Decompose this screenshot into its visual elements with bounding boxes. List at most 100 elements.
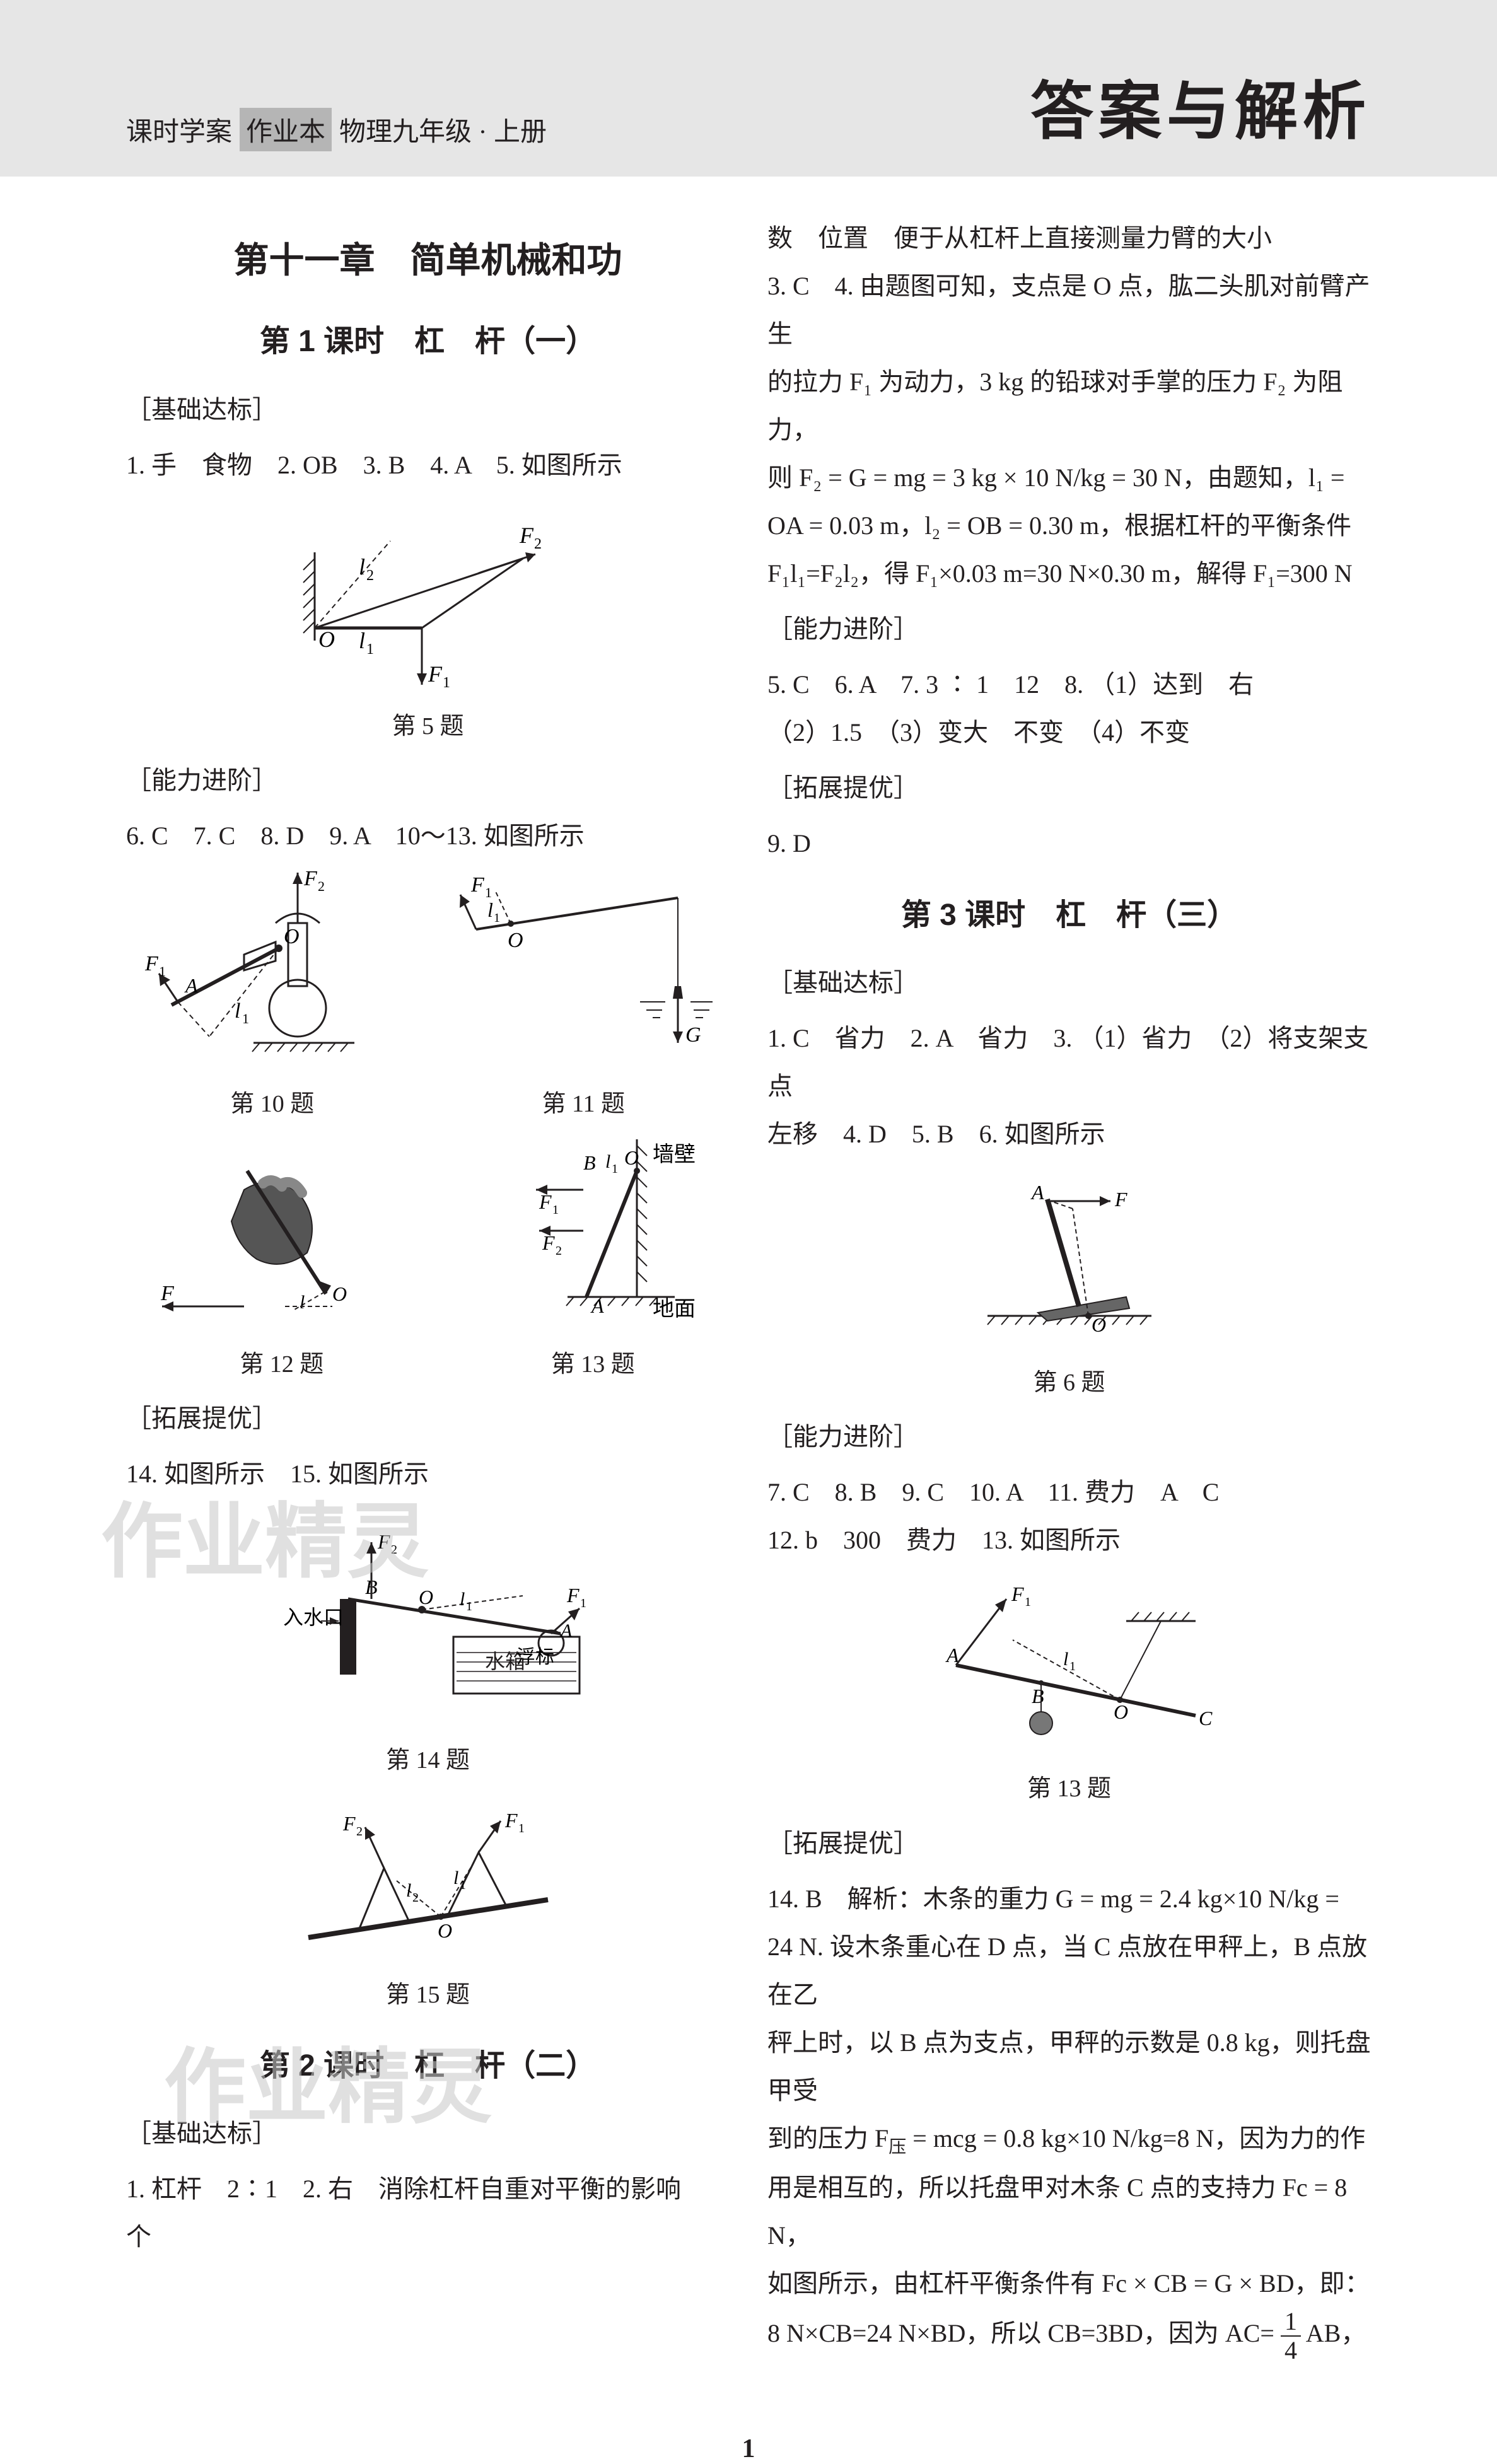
svg-text:O: O <box>624 1146 639 1169</box>
answer-text: F₁l₁=F₂l₂，得 F₁×0.03 m=30 N×0.30 m，解得 F₁=… <box>767 550 1371 598</box>
answer-line: 1. 杠杆 2∶1 2. 右 消除杠杆自重对平衡的影响 个 <box>126 2165 730 2261</box>
svg-text:2: 2 <box>412 1891 419 1905</box>
subscript: 压 <box>888 2137 906 2157</box>
answer-text: 1. C 省力 2. A 省力 3. （1）省力 （2）将支架支点 <box>767 1014 1371 1110</box>
fig12-caption: 第 12 题 <box>149 1342 414 1387</box>
section-ext-r: ［拓展提优］ <box>767 764 1371 812</box>
series-label: 课时学案 <box>126 110 232 149</box>
svg-text:l: l <box>487 898 493 921</box>
svg-text:O: O <box>284 925 300 948</box>
header-left-label: 课时学案 作业本 物理九年级 · 上册 <box>126 108 547 151</box>
fig5-caption: 第 5 题 <box>126 704 730 749</box>
svg-text:l: l <box>235 999 240 1023</box>
left-column: 第十一章 简单机械和功 第 1 课时 杠 杆（一） ［基础达标］ 1. 手 食物… <box>126 214 730 2364</box>
header-banner: 课时学案 作业本 物理九年级 · 上册 答案与解析 <box>0 0 1497 177</box>
book-label: 物理九年级 · 上册 <box>339 110 547 149</box>
figure-q13-l3: A C O B F1 l1 <box>767 1577 1371 1753</box>
section-basic-3: ［基础达标］ <box>767 959 1371 1007</box>
workbook-badge: 作业本 <box>240 108 332 151</box>
figure-q14: 水箱 入水口 O B A 浮标 F2 <box>126 1511 730 1725</box>
svg-text:2: 2 <box>391 1543 397 1557</box>
svg-text:1: 1 <box>494 911 500 925</box>
svg-text:墙壁: 墙壁 <box>653 1142 696 1166</box>
svg-text:B: B <box>583 1151 596 1174</box>
svg-text:1: 1 <box>460 1878 466 1892</box>
section-basic: ［基础达标］ <box>126 386 730 434</box>
figure-q13: 墙壁 地面 A B O <box>479 1127 706 1387</box>
svg-text:l: l <box>1063 1649 1068 1670</box>
svg-text:1: 1 <box>466 1600 472 1613</box>
svg-text:1: 1 <box>242 1011 249 1026</box>
fig6-l3-caption: 第 6 题 <box>767 1360 1371 1405</box>
svg-text:O: O <box>332 1282 347 1305</box>
page-number: 1 <box>0 2434 1497 2464</box>
svg-text:G: G <box>685 1023 701 1047</box>
answer-text: 5. C 6. A 7. 3 ∶ 1 12 8. （1）达到 右 <box>767 661 1371 709</box>
svg-text:O: O <box>1114 1700 1128 1723</box>
fig14-caption: 第 14 题 <box>126 1738 730 1783</box>
fig13-caption: 第 13 题 <box>479 1342 706 1387</box>
section-basic-2: ［基础达标］ <box>126 2110 730 2158</box>
svg-text:F: F <box>144 952 159 975</box>
svg-text:F: F <box>504 1809 518 1832</box>
svg-text:2: 2 <box>534 536 542 552</box>
answer-text: 14. B 解析：木条的重力 G = mg = 2.4 kg×10 N/kg = <box>767 1875 1371 1923</box>
fig11-caption: 第 11 题 <box>451 1081 716 1127</box>
chapter-title: 第十一章 简单机械和功 <box>126 227 730 294</box>
svg-text:1: 1 <box>518 1822 525 1835</box>
answer-line: 14. 如图所示 15. 如图所示 <box>126 1450 730 1498</box>
section-ext-3: ［拓展提优］ <box>767 1820 1371 1868</box>
svg-text:入水口: 入水口 <box>283 1606 344 1629</box>
section-up-3: ［能力进阶］ <box>767 1413 1371 1461</box>
section-up: ［能力进阶］ <box>126 757 730 805</box>
lesson1-title: 第 1 课时 杠 杆（一） <box>126 313 730 370</box>
answer-text: 到的压力 F压 = mcg = 0.8 kg×10 N/kg=8 N，因为力的作 <box>767 2115 1371 2164</box>
answer-text: 3. C 4. 由题图可知，支点是 O 点，肱二头肌对前臂产生 <box>767 262 1371 358</box>
answer-text: 到的压力 F <box>767 2124 888 2153</box>
svg-text:O: O <box>438 1919 452 1942</box>
svg-text:F: F <box>342 1812 356 1835</box>
figure-q10: O F1 A F2 l1 <box>140 860 405 1127</box>
svg-text:O: O <box>1092 1313 1106 1336</box>
svg-text:A: A <box>184 974 198 997</box>
svg-text:O: O <box>419 1586 433 1608</box>
svg-text:l: l <box>605 1151 610 1172</box>
svg-text:2: 2 <box>366 567 374 584</box>
svg-text:1: 1 <box>1069 1659 1076 1673</box>
fig10-caption: 第 10 题 <box>140 1081 405 1127</box>
svg-text:1: 1 <box>443 675 450 691</box>
figure-q15: O F2 F1 l1 l2 <box>126 1796 730 1960</box>
answer-text: 用是相互的，所以托盘甲对木条 C 点的支持力 Fc = 8 N， <box>767 2164 1371 2260</box>
figure-q11: O F1 l1 G <box>451 860 716 1127</box>
svg-text:F: F <box>566 1584 580 1607</box>
answer-text: 如图所示，由杠杆平衡条件有 Fc × CB = G × BD，即： <box>767 2260 1371 2308</box>
svg-text:C: C <box>1199 1707 1213 1729</box>
answer-text: 8 N×CB=24 N×BD，所以 CB=3BD，因为 AC= <box>767 2319 1281 2347</box>
svg-text:l: l <box>406 1880 411 1901</box>
figure-q12: O l F 第 12 题 <box>149 1146 414 1387</box>
svg-text:A: A <box>1030 1181 1044 1204</box>
answer-text: AB， <box>1306 2319 1366 2347</box>
svg-text:F: F <box>160 1282 175 1305</box>
answer-text: = mcg = 0.8 kg×10 N/kg=8 N，因为力的作 <box>906 2124 1365 2153</box>
fraction-numerator: 1 <box>1281 2308 1301 2337</box>
svg-text:2: 2 <box>556 1244 562 1258</box>
svg-text:F: F <box>470 873 485 897</box>
answer-line: 6. C 7. C 8. D 9. A 10～13. 如图所示 <box>126 812 730 860</box>
lesson3-title: 第 3 课时 杠 杆（三） <box>767 886 1371 944</box>
answer-text: 9. D <box>767 820 1371 868</box>
answer-text: 1. 手 食物 2. OB 3. B 4. A 5. 如图所示 <box>126 451 622 479</box>
section-up-r: ［能力进阶］ <box>767 605 1371 653</box>
fraction: 1 4 <box>1281 2308 1301 2364</box>
svg-text:浮标: 浮标 <box>516 1647 554 1668</box>
fig15-caption: 第 15 题 <box>126 1972 730 2018</box>
svg-text:2: 2 <box>356 1825 363 1839</box>
svg-text:2: 2 <box>318 878 325 894</box>
svg-text:1: 1 <box>159 963 166 979</box>
figure-q6-l3: O A F <box>767 1171 1371 1347</box>
section-ext: ［拓展提优］ <box>126 1395 730 1443</box>
svg-text:A: A <box>590 1294 604 1317</box>
svg-text:1: 1 <box>552 1203 559 1217</box>
svg-text:1: 1 <box>580 1596 586 1610</box>
svg-text:F: F <box>428 661 443 687</box>
